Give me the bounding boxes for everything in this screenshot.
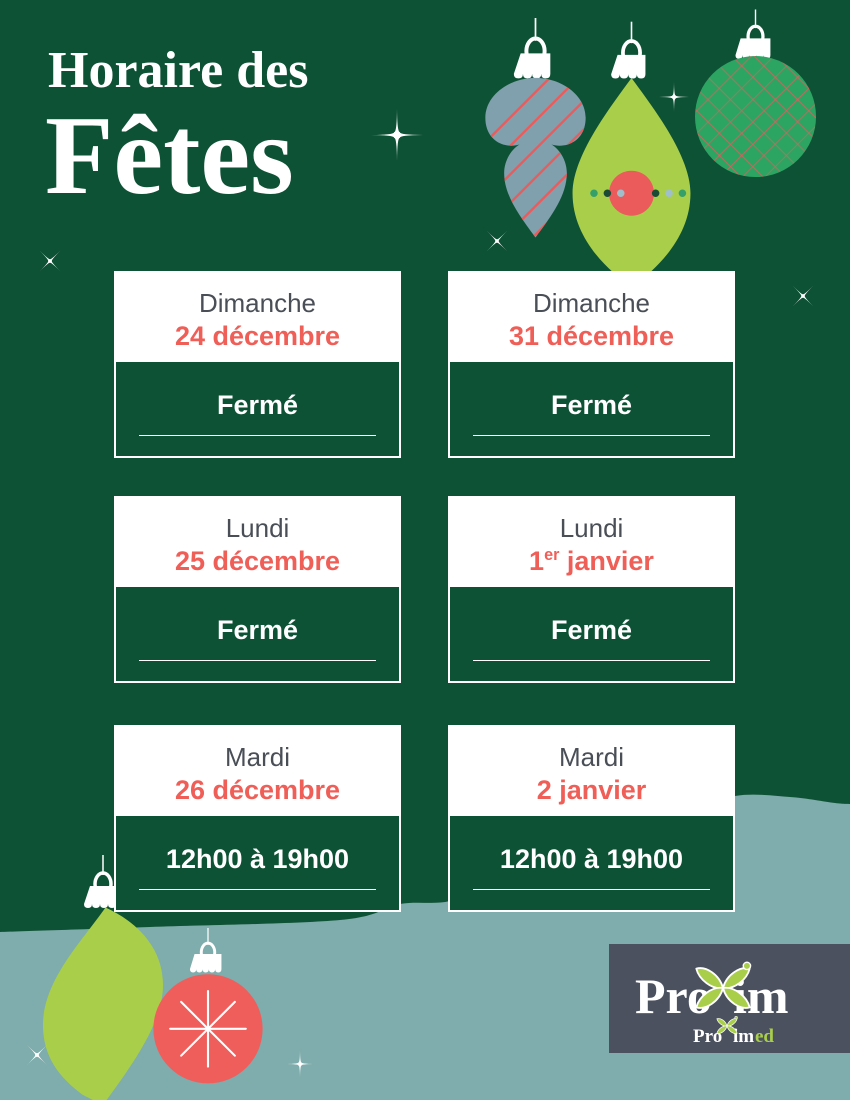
svg-text:im: im xyxy=(733,1026,754,1047)
svg-text:ed: ed xyxy=(755,1026,774,1047)
svg-text:Pro: Pro xyxy=(693,1026,722,1047)
